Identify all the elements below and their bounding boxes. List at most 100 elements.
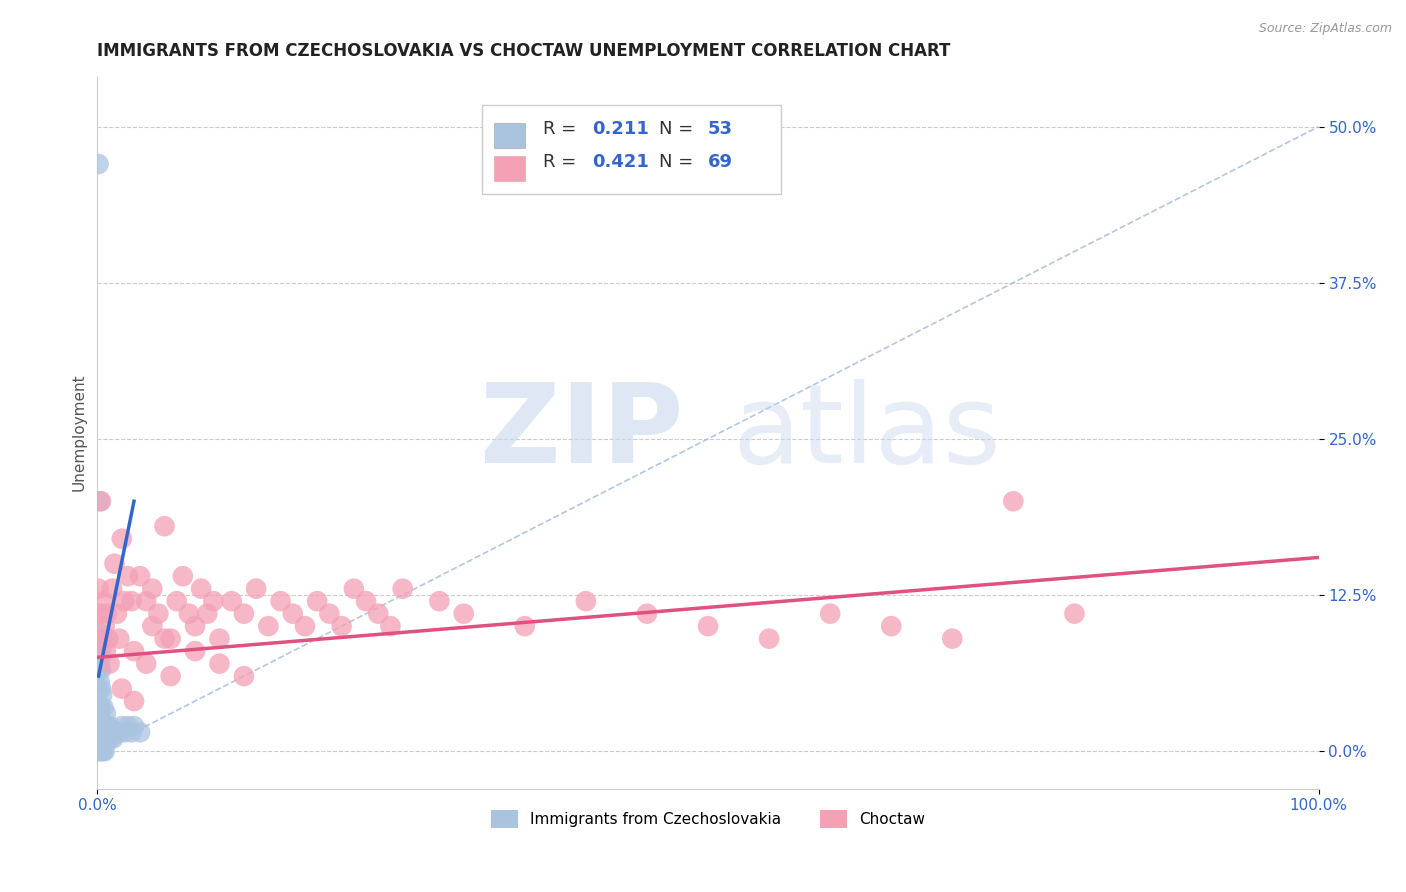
Point [121,725,143,739]
Text: Source: ZipAtlas.com: Source: ZipAtlas.com [1258,22,1392,36]
Point [330,619,353,633]
Point [94,644,117,658]
Point [90,663,112,677]
Point [122,644,145,658]
Point [103,557,125,571]
Point [91,688,114,702]
Point [89,494,111,508]
Point [281,607,304,621]
Point [93,731,115,746]
Text: R =: R = [543,153,582,171]
Text: atlas: atlas [733,379,1001,486]
Text: N =: N = [659,153,699,171]
Point [98,657,121,671]
Point [122,694,145,708]
Point [177,607,200,621]
Point [91,719,114,733]
Point [153,519,176,533]
Point [87,700,110,714]
Point [111,719,134,733]
Point [354,594,377,608]
Point [103,725,125,739]
Point [1002,494,1025,508]
Point [87,157,110,171]
Point [93,700,115,714]
Point [184,644,207,658]
FancyBboxPatch shape [495,156,524,181]
Point [103,731,125,746]
Point [758,632,780,646]
Point [94,706,117,721]
Point [159,669,181,683]
Point [122,719,145,733]
Point [208,657,231,671]
Point [343,582,366,596]
Point [117,569,139,583]
Point [153,632,176,646]
Point [135,594,157,608]
Point [100,731,122,746]
Point [108,725,131,739]
Point [87,719,110,733]
Point [112,594,135,608]
Point [97,632,120,646]
Point [101,582,124,596]
Point [112,725,135,739]
Point [91,731,114,746]
Point [270,594,292,608]
Point [97,719,120,733]
Point [129,569,152,583]
Point [89,675,111,690]
Point [575,594,598,608]
Point [636,607,658,621]
Point [87,744,110,758]
Point [245,582,267,596]
Text: 69: 69 [709,153,733,171]
Point [93,744,115,758]
Point [129,725,152,739]
Point [232,607,254,621]
Point [93,619,115,633]
Point [90,681,112,696]
Point [93,719,115,733]
Point [1063,607,1085,621]
Point [91,632,114,646]
Point [221,594,243,608]
Point [89,607,111,621]
FancyBboxPatch shape [495,123,524,148]
Point [513,619,536,633]
Point [202,594,225,608]
Point [184,619,207,633]
Text: 0.211: 0.211 [592,120,650,137]
Point [93,719,115,733]
Point [159,632,181,646]
Point [94,731,117,746]
Point [98,725,121,739]
Point [96,731,118,746]
Point [87,663,110,677]
Point [697,619,720,633]
Text: IMMIGRANTS FROM CZECHOSLOVAKIA VS CHOCTAW UNEMPLOYMENT CORRELATION CHART: IMMIGRANTS FROM CZECHOSLOVAKIA VS CHOCTA… [97,42,950,60]
Text: ZIP: ZIP [481,379,683,486]
Point [117,719,139,733]
Point [121,594,143,608]
Text: 53: 53 [709,120,733,137]
Point [195,607,218,621]
Point [90,700,112,714]
Legend: Immigrants from Czechoslovakia, Choctaw: Immigrants from Czechoslovakia, Choctaw [485,804,932,834]
Point [135,657,157,671]
Point [318,607,340,621]
Text: N =: N = [659,120,699,137]
Point [141,582,163,596]
Point [880,619,903,633]
Point [172,569,194,583]
Point [108,632,131,646]
Point [90,494,112,508]
Point [208,632,231,646]
Point [87,681,110,696]
Point [148,607,170,621]
Point [87,582,110,596]
Point [89,657,111,671]
Point [89,706,111,721]
Point [166,594,188,608]
